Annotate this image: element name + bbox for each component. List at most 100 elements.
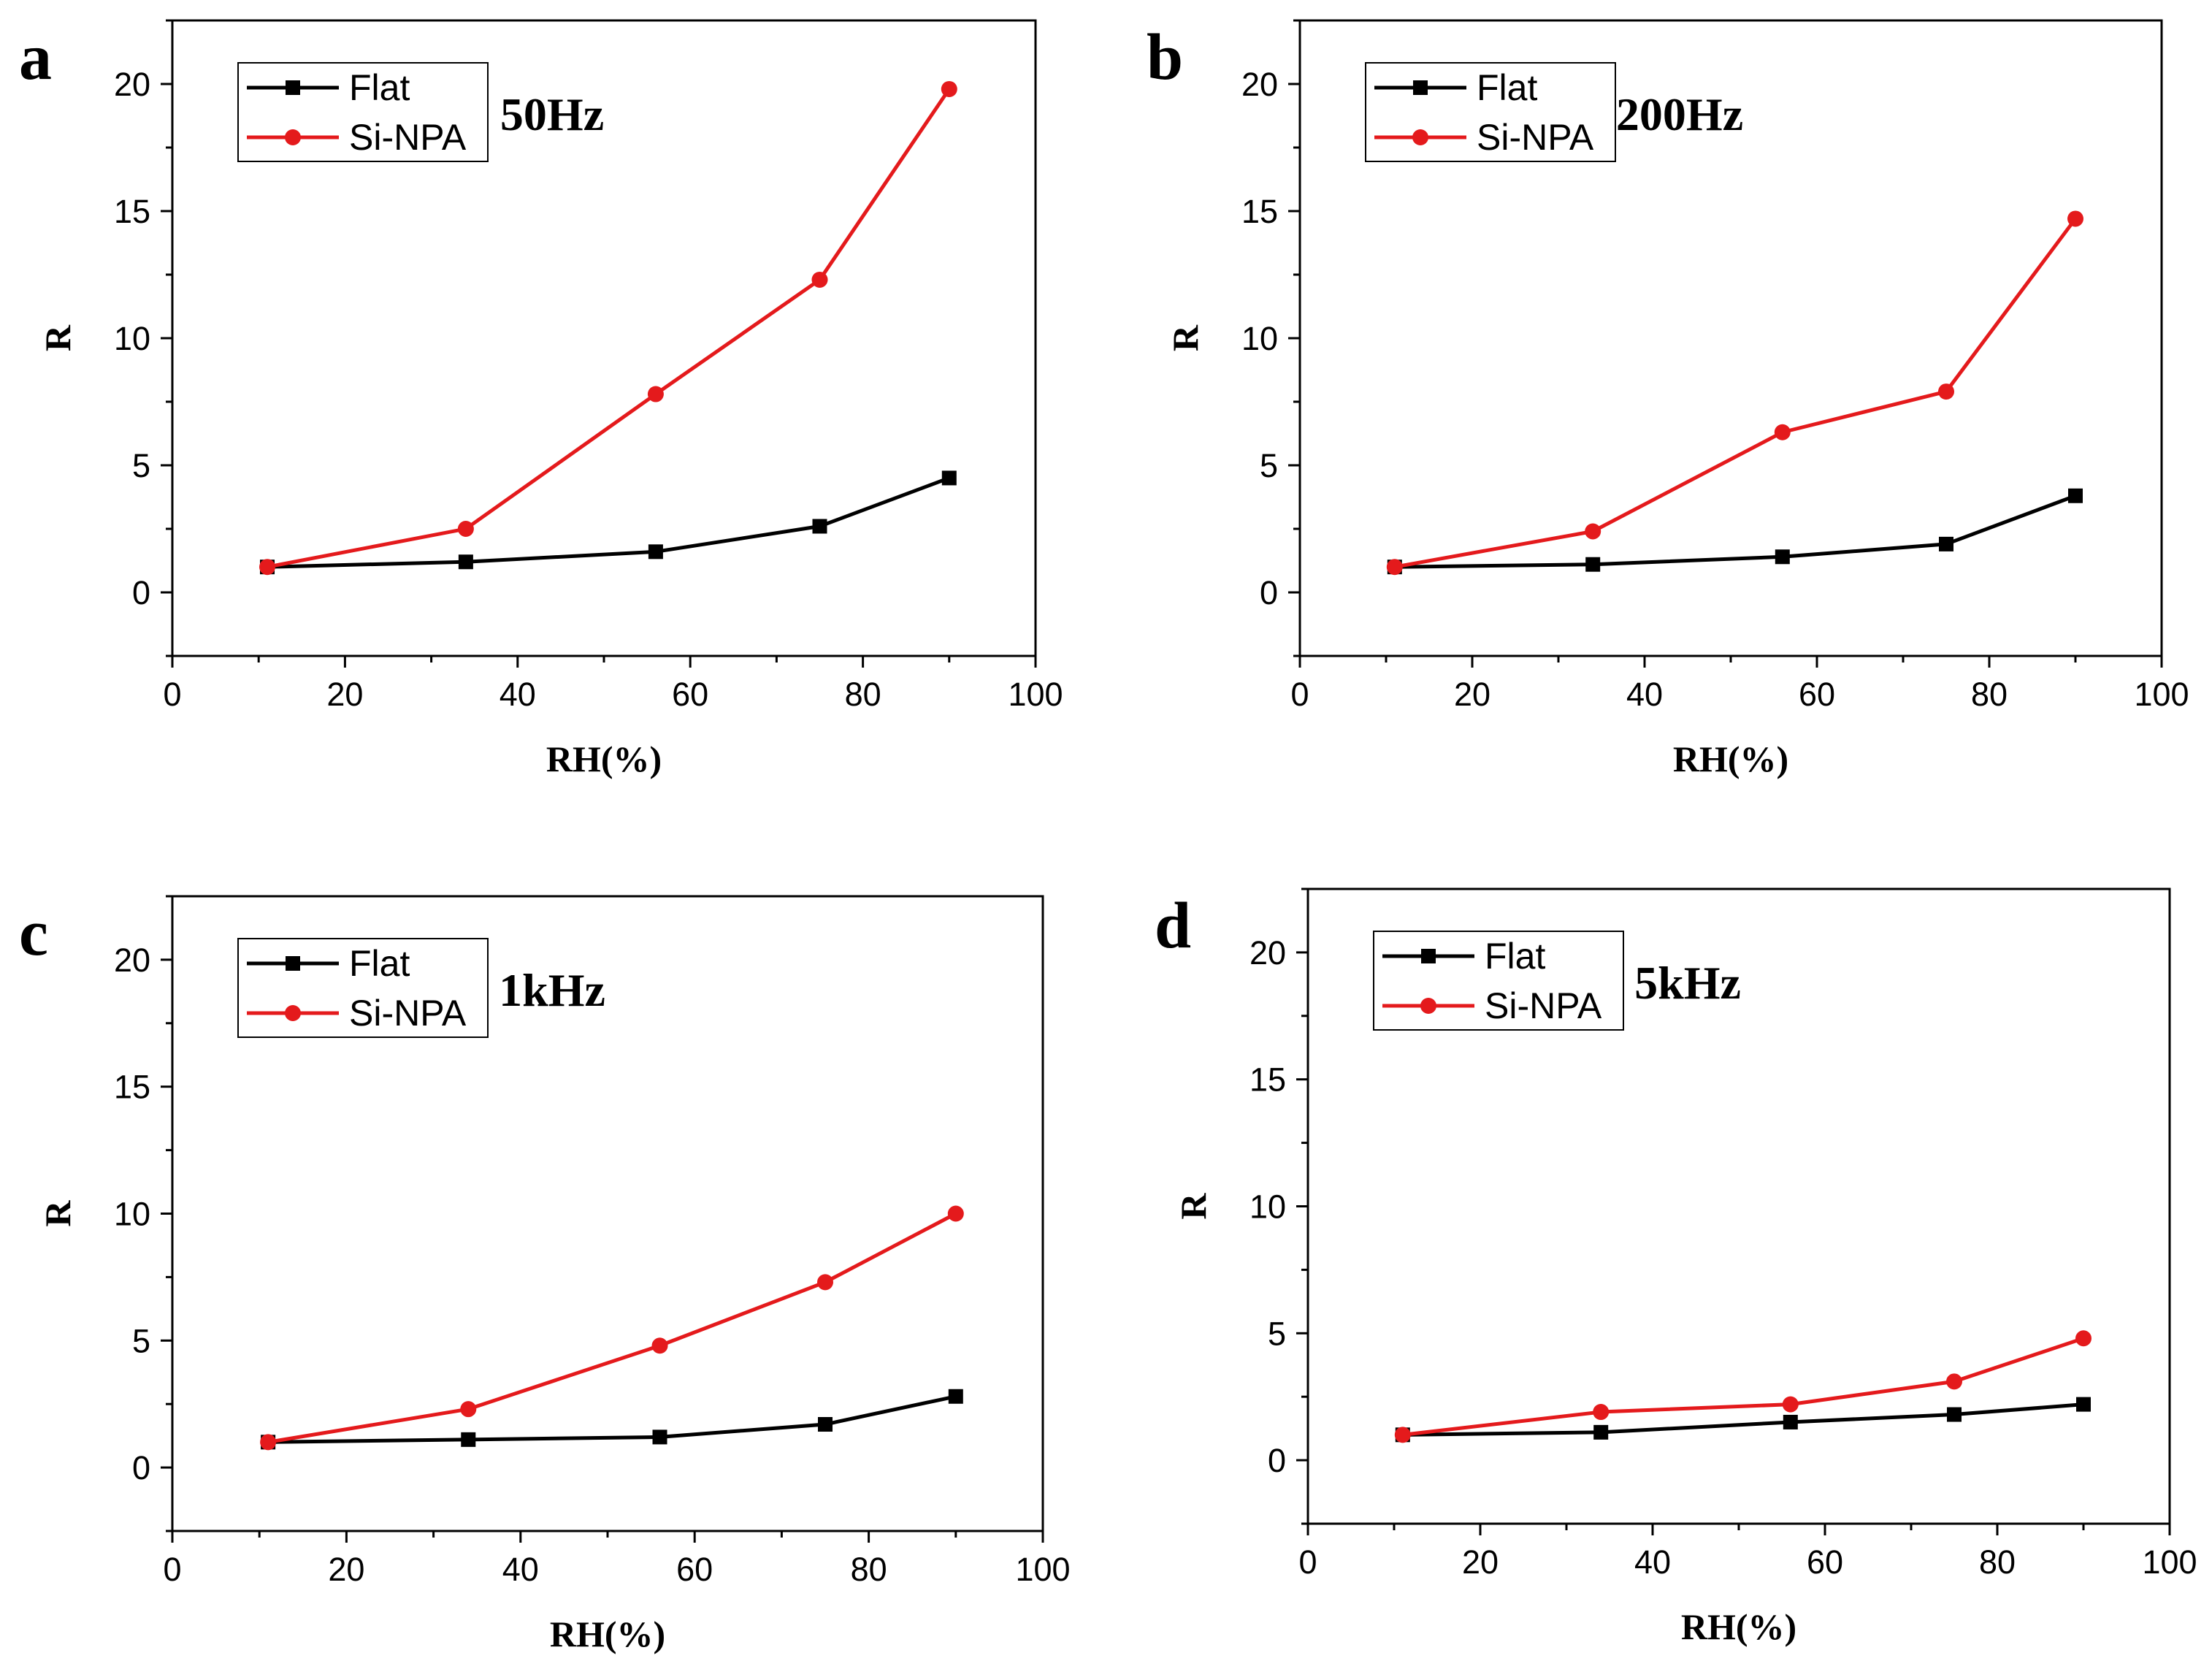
frequency-annotation: 50Hz [500, 88, 604, 140]
legend-marker [285, 1005, 301, 1021]
frequency-annotation: 1kHz [499, 964, 605, 1016]
data-point [1947, 1407, 1962, 1422]
legend-label: Flat [349, 67, 410, 108]
y-tick-label: 20 [114, 66, 150, 103]
data-point [941, 470, 957, 486]
y-tick-label: 10 [114, 320, 150, 357]
data-point [1946, 1373, 1962, 1390]
data-point [647, 386, 664, 402]
data-point [1938, 383, 1954, 400]
y-tick-label: 10 [1249, 1188, 1286, 1226]
legend-label: Si-NPA [1477, 117, 1594, 158]
y-tick-label: 0 [132, 1449, 150, 1486]
x-tick-label: 40 [502, 1551, 539, 1588]
x-tick-label: 80 [1979, 1543, 2016, 1581]
data-point [2075, 1330, 2092, 1347]
x-tick-label: 80 [851, 1551, 887, 1588]
x-axis-label: RH(%) [1673, 738, 1788, 779]
data-point [2067, 210, 2083, 227]
chart-panel-c: 0 20 40 60 80 100 0 5 10 15 20 RH(%) Rc 1kHz Flat Si-NP… [19, 895, 1071, 1654]
y-tick-label: 0 [1268, 1442, 1286, 1479]
legend-marker [286, 80, 300, 95]
legend-box [1365, 62, 1616, 162]
x-tick-label: 0 [163, 676, 181, 713]
data-point [1593, 1404, 1610, 1421]
data-point [817, 1274, 833, 1291]
series-line-flat [268, 1394, 957, 1444]
x-tick-label: 20 [326, 676, 363, 713]
y-axis-label: R [1173, 1193, 1214, 1220]
series-line-flat [267, 476, 950, 569]
data-point [1939, 536, 1953, 551]
legend-marker [286, 956, 300, 971]
data-point [2076, 1397, 2091, 1412]
y-tick-label: 15 [1249, 1061, 1286, 1099]
data-point [948, 1389, 963, 1404]
data-point [1593, 1424, 1609, 1440]
legend-marker [1412, 129, 1428, 145]
data-point [651, 1337, 668, 1354]
x-axis-label: RH(%) [550, 1614, 665, 1654]
x-tick-label: 40 [1626, 676, 1663, 713]
y-tick-label: 5 [132, 447, 150, 484]
data-point [811, 271, 828, 288]
data-point [260, 1434, 277, 1451]
data-point [460, 1401, 477, 1418]
x-tick-label: 100 [2142, 1543, 2197, 1581]
data-point [1386, 559, 1403, 576]
y-tick-label: 5 [1268, 1315, 1286, 1352]
legend-box [1373, 931, 1624, 1031]
panel-letter: c [19, 897, 48, 969]
y-tick-label: 5 [1260, 447, 1278, 484]
legend-marker [1413, 80, 1428, 95]
x-tick-label: 0 [163, 1551, 181, 1588]
y-tick-label: 20 [114, 942, 150, 979]
y-tick-label: 5 [132, 1322, 150, 1359]
x-tick-label: 0 [1290, 676, 1309, 713]
chart-panel-a: 0 20 40 60 80 100 0 5 10 15 20 RH(%) Ra 50Hz Flat Si-NP… [19, 19, 1063, 779]
y-tick-label: 0 [1260, 574, 1278, 611]
x-tick-label: 100 [2134, 676, 2189, 713]
panel-letter: a [19, 21, 52, 93]
x-tick-label: 60 [1807, 1543, 1843, 1581]
data-point [652, 1429, 667, 1445]
data-point [1782, 1396, 1799, 1413]
data-point [812, 519, 827, 534]
series-line-si-npa [1394, 217, 2078, 569]
data-point [1775, 549, 1790, 565]
data-point [1774, 424, 1791, 440]
data-point [1783, 1414, 1798, 1429]
data-point [818, 1417, 833, 1432]
x-tick-label: 20 [1462, 1543, 1499, 1581]
frequency-annotation: 5kHz [1634, 957, 1741, 1009]
y-axis-label: R [37, 1200, 78, 1227]
y-axis-label: R [37, 324, 78, 351]
series-line-flat [1402, 1402, 2084, 1437]
legend-marker [285, 129, 301, 145]
panel-letter: d [1155, 890, 1191, 962]
x-tick-label: 40 [500, 676, 536, 713]
y-tick-label: 15 [1241, 193, 1278, 230]
data-point [2068, 488, 2083, 503]
data-point [941, 80, 957, 97]
series-line-flat [1394, 494, 2076, 569]
data-point [259, 559, 276, 576]
chart-panel-b: 0 20 40 60 80 100 0 5 10 15 20 RH(%) Rb 200Hz Flat Si-N… [1147, 19, 2189, 779]
legend-label: Si-NPA [349, 993, 467, 1034]
legend-box [237, 62, 489, 162]
x-axis-label: RH(%) [546, 738, 662, 779]
series-line-si-npa [1402, 1336, 2084, 1437]
legend-label: Flat [1485, 936, 1545, 977]
y-tick-label: 10 [114, 1196, 150, 1233]
x-tick-label: 100 [1015, 1551, 1070, 1588]
legend-label: Si-NPA [1485, 985, 1602, 1026]
x-tick-label: 20 [328, 1551, 364, 1588]
y-tick-label: 15 [114, 1069, 150, 1106]
chart-panel-d: 0 20 40 60 80 100 0 5 10 15 20 RH(%) Rd 5kHz Flat Si-NP… [1155, 887, 2197, 1647]
legend-label: Si-NPA [349, 117, 467, 158]
data-point [947, 1205, 964, 1222]
y-tick-label: 0 [132, 574, 150, 611]
data-point [458, 554, 473, 570]
data-point [1585, 523, 1601, 540]
